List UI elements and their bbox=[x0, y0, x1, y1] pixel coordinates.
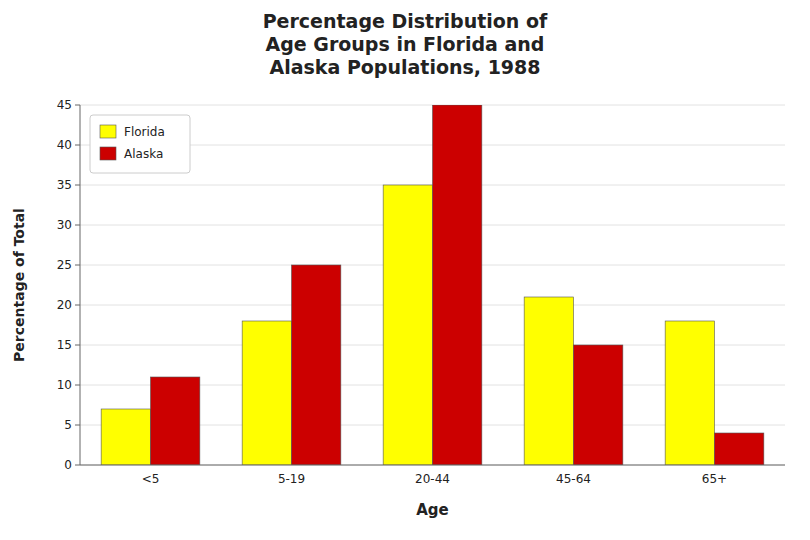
y-axis-label: Percentage of Total bbox=[11, 208, 27, 362]
x-tick-label: 45-64 bbox=[556, 472, 591, 486]
bar bbox=[524, 297, 573, 465]
legend-swatch bbox=[100, 147, 116, 160]
bars bbox=[101, 105, 764, 465]
y-tick-label: 25 bbox=[57, 258, 72, 272]
bar bbox=[242, 321, 291, 465]
bar bbox=[383, 185, 432, 465]
title-line: Age Groups in Florida and bbox=[266, 33, 545, 55]
x-axis-label: Age bbox=[416, 501, 449, 519]
y-tick-label: 20 bbox=[57, 298, 72, 312]
bar bbox=[101, 409, 150, 465]
legend-label: Florida bbox=[124, 125, 165, 139]
y-tick-label: 10 bbox=[57, 378, 72, 392]
y-tick-label: 15 bbox=[57, 338, 72, 352]
legend-label: Alaska bbox=[124, 147, 163, 161]
bar bbox=[292, 265, 341, 465]
bar bbox=[715, 433, 764, 465]
y-tick bbox=[75, 385, 80, 386]
x-ticks: <5 5-19 20-44 45-64 65+ bbox=[142, 472, 728, 486]
title-line: Alaska Populations, 1988 bbox=[269, 56, 540, 78]
y-tick bbox=[75, 345, 80, 346]
y-tick-label: 30 bbox=[57, 218, 72, 232]
y-tick-label: 45 bbox=[57, 98, 72, 112]
y-tick-label: 0 bbox=[64, 458, 72, 472]
x-tick-label: 5-19 bbox=[278, 472, 305, 486]
y-grid bbox=[80, 105, 785, 465]
title-line: Percentage Distribution of bbox=[263, 10, 548, 32]
bar bbox=[665, 321, 714, 465]
bar bbox=[433, 105, 482, 465]
y-tick bbox=[75, 465, 80, 466]
y-tick bbox=[75, 225, 80, 226]
x-tick-label: 65+ bbox=[702, 472, 727, 486]
bar bbox=[574, 345, 623, 465]
bar bbox=[151, 377, 200, 465]
x-tick-label: 20-44 bbox=[415, 472, 450, 486]
legend-swatch bbox=[100, 125, 116, 138]
y-ticks: 0 5 10 15 20 25 30 35 40 45 bbox=[57, 98, 80, 472]
y-tick bbox=[75, 145, 80, 146]
y-tick bbox=[75, 265, 80, 266]
title: Percentage Distribution ofAge Groups in … bbox=[263, 10, 548, 78]
x-axis bbox=[80, 465, 785, 466]
chart-svg: Percentage Distribution ofAge Groups in … bbox=[0, 0, 810, 540]
y-tick bbox=[75, 425, 80, 426]
y-tick bbox=[75, 185, 80, 186]
y-tick-label: 5 bbox=[64, 418, 72, 432]
y-tick bbox=[75, 105, 80, 106]
chart-container: Percentage Distribution ofAge Groups in … bbox=[0, 0, 810, 540]
y-axis bbox=[80, 105, 81, 465]
legend: Florida Alaska bbox=[90, 115, 190, 173]
y-tick bbox=[75, 305, 80, 306]
y-tick-label: 40 bbox=[57, 138, 72, 152]
x-tick-label: <5 bbox=[142, 472, 160, 486]
legend-box bbox=[90, 115, 190, 173]
y-tick-label: 35 bbox=[57, 178, 72, 192]
grid-line bbox=[80, 465, 785, 466]
